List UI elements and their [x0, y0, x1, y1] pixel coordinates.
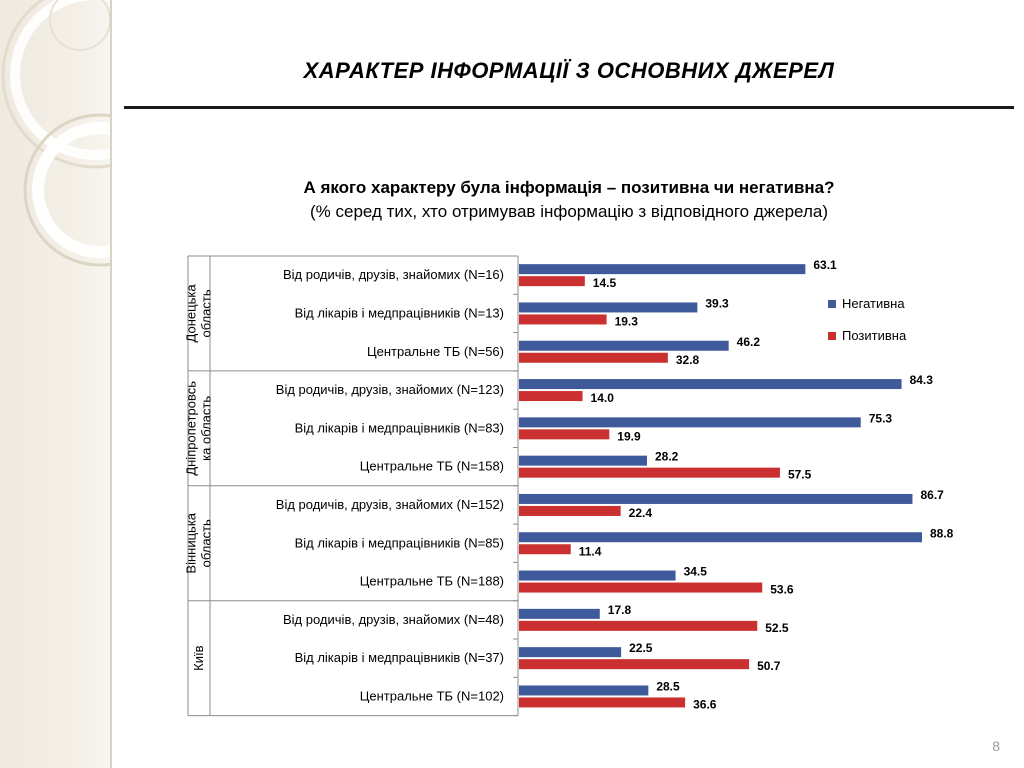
group-label-line: Київ	[191, 645, 206, 670]
legend-label: Негативна	[842, 296, 905, 311]
legend-label: Позитивна	[842, 328, 907, 343]
bar-positive	[519, 391, 583, 402]
data-label-positive: 36.6	[693, 697, 717, 711]
bar-positive	[519, 620, 758, 631]
group-label: Донецькаобласть	[184, 284, 214, 343]
category-label: Від лікарів і медпрацівників (N=37)	[295, 650, 504, 665]
category-label: Центральне ТБ (N=102)	[360, 688, 504, 703]
data-label-positive: 57.5	[788, 468, 812, 482]
data-label-negative: 22.5	[629, 641, 653, 655]
group-label-line: Донецька	[184, 284, 199, 343]
data-label-positive: 19.9	[617, 429, 641, 443]
data-label-negative: 28.2	[655, 450, 679, 464]
bar-negative	[519, 532, 922, 543]
bar-negative	[519, 455, 647, 466]
data-label-positive: 14.5	[593, 276, 617, 290]
data-label-negative: 86.7	[920, 488, 944, 502]
bar-negative	[519, 608, 600, 619]
bar-negative	[519, 417, 861, 428]
bar-positive	[519, 467, 780, 478]
slide-title: ХАРАКТЕР ІНФОРМАЦІЇ З ОСНОВНИХ ДЖЕРЕЛ	[303, 58, 835, 83]
data-label-positive: 53.6	[770, 583, 794, 597]
data-label-negative: 63.1	[813, 258, 837, 272]
sidebar-divider	[110, 0, 112, 768]
category-label: Від лікарів і медпрацівників (N=85)	[295, 535, 504, 550]
bar-positive	[519, 276, 585, 287]
bar-negative	[519, 264, 806, 275]
category-label: Центральне ТБ (N=188)	[360, 574, 504, 589]
bar-positive	[519, 352, 668, 363]
legend-swatch	[828, 332, 836, 340]
chart-subtitle: (% серед тих, хто отримував інформацію з…	[310, 202, 828, 221]
group-label: Вінницькаобласть	[184, 512, 214, 573]
group-label: Київ	[191, 645, 206, 670]
bar-negative	[519, 340, 729, 351]
data-label-positive: 52.5	[765, 621, 789, 635]
group-label: Дніпропетровська область	[184, 381, 214, 476]
page-number: 8	[992, 738, 1000, 754]
data-label-positive: 11.4	[579, 544, 602, 558]
decorative-circles	[1, 0, 112, 267]
data-label-negative: 28.5	[656, 679, 680, 693]
chart-title: А якого характеру була інформація – пози…	[303, 178, 835, 197]
data-label-positive: 50.7	[757, 659, 781, 673]
category-label: Центральне ТБ (N=56)	[367, 344, 504, 359]
bar-negative	[519, 570, 676, 581]
bar-negative	[519, 379, 902, 390]
data-label-negative: 46.2	[737, 335, 761, 349]
bar-negative	[519, 302, 698, 313]
group-label-line: Дніпропетровсь	[184, 381, 199, 476]
group-label-line: область	[199, 519, 214, 567]
data-label-negative: 34.5	[684, 565, 708, 579]
category-label: Від родичів, друзів, знайомих (N=152)	[276, 497, 504, 512]
data-label-positive: 22.4	[629, 506, 653, 520]
bar-negative	[519, 493, 913, 504]
data-label-negative: 39.3	[705, 296, 729, 310]
bar-negative	[519, 647, 622, 658]
bar-positive	[519, 697, 686, 708]
bar-positive	[519, 544, 571, 555]
bar-positive	[519, 314, 607, 325]
category-label: Від родичів, друзів, знайомих (N=16)	[283, 267, 504, 282]
data-label-negative: 75.3	[869, 411, 893, 425]
data-label-positive: 19.3	[615, 314, 639, 328]
data-label-positive: 14.0	[591, 391, 615, 405]
group-label-line: ка область	[199, 396, 214, 461]
bar-positive	[519, 429, 610, 440]
bar-positive	[519, 582, 763, 593]
title-rule	[124, 106, 1014, 109]
category-label: Центральне ТБ (N=158)	[360, 459, 504, 474]
decorative-sidebar	[0, 0, 112, 768]
category-label: Від родичів, друзів, знайомих (N=48)	[283, 612, 504, 627]
category-label: Від родичів, друзів, знайомих (N=123)	[276, 382, 504, 397]
data-label-negative: 84.3	[910, 373, 934, 387]
group-label-line: Вінницька	[184, 512, 199, 573]
group-label-line: область	[199, 289, 214, 337]
bar-positive	[519, 505, 621, 516]
legend-swatch	[828, 300, 836, 308]
bar-negative	[519, 685, 649, 696]
data-label-positive: 32.8	[676, 353, 700, 367]
data-label-negative: 17.8	[608, 603, 632, 617]
data-label-negative: 88.8	[930, 526, 954, 540]
category-label: Від лікарів і медпрацівників (N=13)	[295, 305, 504, 320]
category-label: Від лікарів і медпрацівників (N=83)	[295, 420, 504, 435]
bar-positive	[519, 659, 750, 670]
